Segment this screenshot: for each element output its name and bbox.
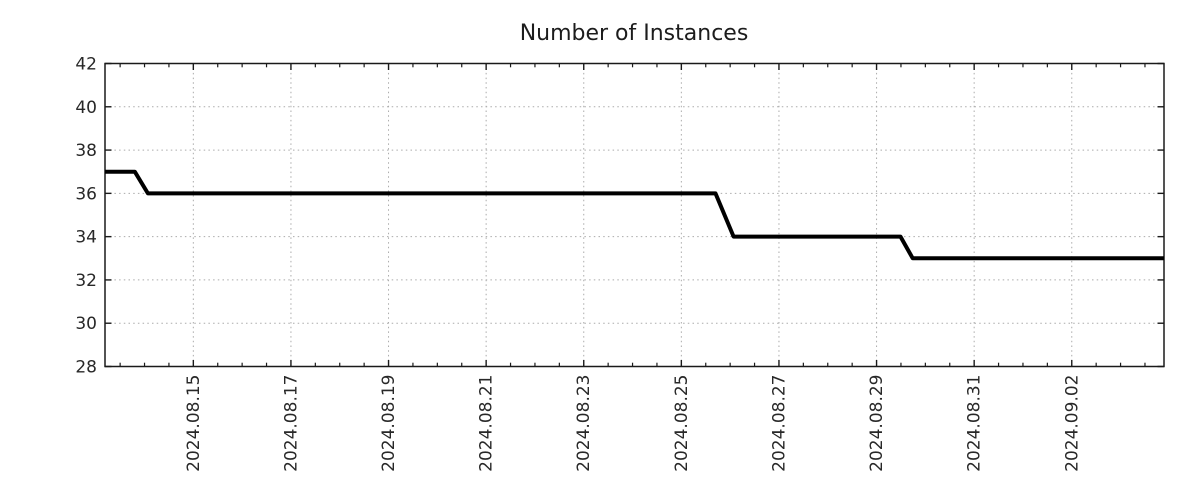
x-tick-label: 2024.08.29 xyxy=(867,375,887,472)
y-tick-label: 40 xyxy=(75,98,97,118)
x-tick-label: 2024.08.15 xyxy=(184,375,204,472)
x-tick-label: 2024.08.31 xyxy=(965,375,985,472)
axis-layer xyxy=(104,62,1165,368)
x-tick-label: 2024.09.02 xyxy=(1062,375,1082,472)
y-tick-label: 30 xyxy=(75,314,97,334)
y-tick-label: 42 xyxy=(75,55,97,75)
tick-label-layer: 28 30 32 34 36 38 40 42 2024.08.15 2024.08.17 2024… xyxy=(75,55,1082,472)
y-tick-label: 38 xyxy=(75,141,97,161)
y-tick-label: 28 xyxy=(75,358,97,378)
series-layer xyxy=(105,169,1164,261)
x-tick-label: 2024.08.19 xyxy=(379,375,399,472)
x-tick-label: 2024.08.21 xyxy=(477,375,497,472)
plot-border xyxy=(104,62,1165,368)
x-tick-label: 2024.08.17 xyxy=(281,375,301,472)
chart-title: Number of Instances xyxy=(520,21,749,46)
grid-layer xyxy=(105,63,1164,367)
y-tick-label: 34 xyxy=(75,228,97,248)
x-tick-label: 2024.08.23 xyxy=(574,375,594,472)
y-tick-label: 32 xyxy=(75,271,97,291)
x-tick-label: 2024.08.25 xyxy=(672,375,692,472)
series-line-number-of-instances xyxy=(105,169,1164,261)
x-tick-label: 2024.08.27 xyxy=(769,375,789,472)
y-tick-label: 36 xyxy=(75,184,97,204)
